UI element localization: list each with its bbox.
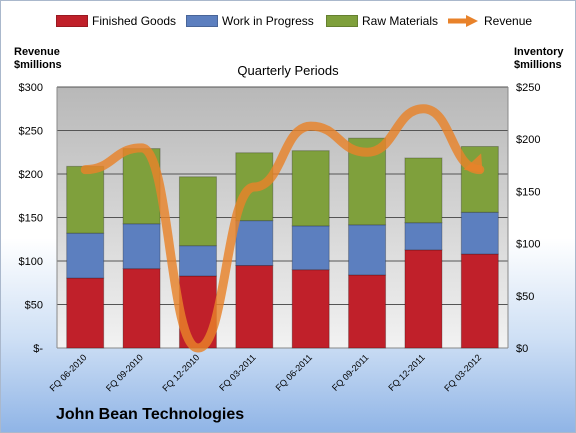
left-axis-tick-label: $100 [19,256,43,268]
right-axis-tick-label: $0 [516,343,528,355]
bar-work-in-progress [66,232,105,279]
legend-item-work-in-progress: Work in Progress [186,14,314,28]
bar-finished-goods [460,253,499,349]
legend-arrow-icon [448,15,478,27]
company-name: John Bean Technologies [56,406,245,423]
legend: Finished Goods Work in Progress Raw Mate… [0,14,576,32]
right-axis-tick-label: $50 [516,291,534,303]
bar-finished-goods [66,277,105,349]
left-axis-tick-label: $50 [25,300,43,312]
legend-item-finished-goods: Finished Goods [56,14,176,28]
legend-item-raw-materials: Raw Materials [326,14,438,28]
legend-swatch-work-in-progress [186,15,218,27]
revenue-arrowhead [463,153,483,173]
bar-work-in-progress [291,225,330,271]
bar-raw-materials [178,176,217,247]
left-axis-tick-label: $150 [19,213,43,225]
right-axis-tick-label: $150 [516,186,540,198]
bar-finished-goods [404,249,443,349]
bar-work-in-progress [460,211,499,255]
x-axis-tick-label: FQ 03-2011 [217,352,258,393]
right-axis-tick-label: $250 [516,82,540,94]
bar-finished-goods [235,265,274,349]
legend-item-revenue: Revenue [446,14,532,28]
left-axis-tick-label: $300 [19,82,43,94]
bar-work-in-progress [178,245,217,277]
legend-swatch-raw-materials [326,15,358,27]
bar-work-in-progress [348,224,387,276]
left-axis-title: Revenue $millions [14,46,62,71]
revenue-line [80,104,485,353]
bar-raw-materials [291,150,330,227]
bar-finished-goods [348,274,387,349]
right-axis-tick-label: $100 [516,239,540,251]
x-axis-tick-label: FQ 12-2010 [160,352,201,393]
x-axis-tick-label: FQ 09-2010 [104,352,145,393]
legend-label-revenue: Revenue [484,14,533,28]
bar-work-in-progress [235,220,274,267]
x-axis-tick-label: FQ 12-2011 [386,352,427,393]
x-axis-tick-label: FQ 06-2011 [274,352,315,393]
right-axis-title: Inventory $millions [514,46,564,71]
left-axis-tick-label: $250 [19,126,43,138]
bar-finished-goods [291,269,330,349]
bar-finished-goods [122,268,161,349]
legend-swatch-finished-goods [56,15,88,27]
bar-work-in-progress [122,223,161,270]
x-axis-tick-label: FQ 03-2012 [442,352,483,393]
bar-work-in-progress [404,222,443,251]
bar-raw-materials [66,165,105,234]
legend-label-work-in-progress: Work in Progress [222,14,314,28]
bar-raw-materials [460,146,499,213]
left-axis-tick-label: $200 [19,169,43,181]
right-axis-tick-label: $200 [516,134,540,146]
x-axis-tick-label: FQ 06-2010 [48,352,89,393]
left-axis-tick-label: $- [33,343,43,355]
x-axis-tick-label: FQ 09-2011 [330,352,371,393]
legend-label-finished-goods: Finished Goods [92,14,177,28]
legend-label-raw-materials: Raw Materials [362,14,439,28]
bar-raw-materials [404,157,443,224]
chart-subtitle: Quarterly Periods [237,63,339,78]
